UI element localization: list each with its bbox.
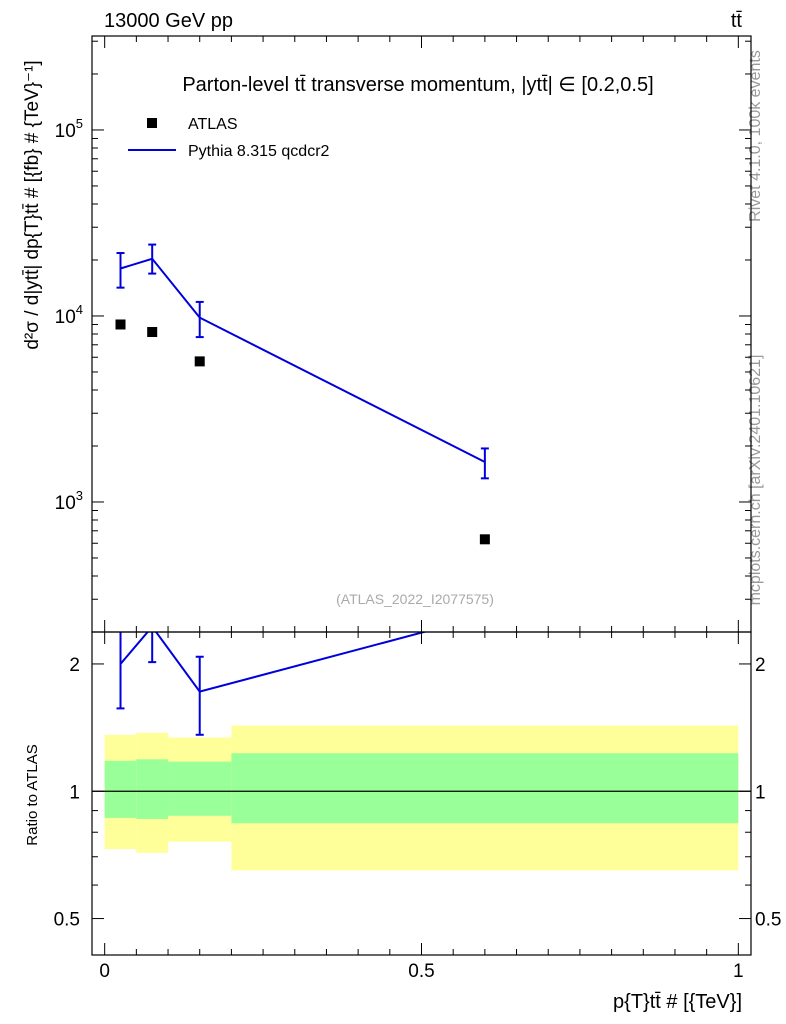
ratio-band-inner bbox=[136, 759, 169, 819]
x-tick-label: 0.5 bbox=[408, 961, 434, 982]
legend-label-atlas: ATLAS bbox=[188, 116, 238, 133]
data-point bbox=[479, 534, 490, 545]
legend-label-pythia: Pythia 8.315 qcdcr2 bbox=[188, 143, 330, 160]
ratio-band-inner bbox=[231, 753, 739, 824]
rivet-label: Rivet 4.1.0, 100k events bbox=[747, 50, 764, 222]
y-axis-label: d²σ / d|ytt̄| dp{T}tt̄ # [{fb} # {TeV}⁻¹… bbox=[22, 60, 43, 349]
legend: ATLAS Pythia 8.315 qcdcr2 bbox=[128, 116, 330, 160]
ratio-band-inner bbox=[168, 761, 232, 816]
ratio-mc-line bbox=[119, 632, 428, 693]
ratio-y-tick-label: 2 bbox=[69, 655, 80, 676]
y-tick-label: 104 bbox=[55, 302, 83, 328]
ratio-bands bbox=[104, 725, 739, 871]
y-tick-label: 103 bbox=[55, 488, 83, 514]
x-tick-label: 1 bbox=[733, 961, 744, 982]
y-tick-label: 105 bbox=[55, 116, 83, 142]
mc-line bbox=[120, 257, 486, 463]
data-point bbox=[147, 327, 158, 338]
ratio-plot-content bbox=[92, 632, 751, 792]
x-tick-label: 0 bbox=[99, 961, 110, 982]
legend-marker-atlas bbox=[147, 118, 157, 128]
ratio-y-tick-label-right: 2 bbox=[755, 655, 766, 676]
axis-ticks bbox=[92, 36, 751, 955]
ratio-y-tick-label-right: 0.5 bbox=[755, 910, 781, 931]
ratio-y-tick-label-right: 1 bbox=[755, 782, 766, 803]
tick-labels: 103 104 105 0.5 0.5 1 1 2 2 0 0.5 1 bbox=[54, 116, 782, 982]
chart-title: Parton-level tt̄ transverse momentum, |y… bbox=[182, 74, 653, 96]
ratio-y-tick-label: 0.5 bbox=[54, 910, 80, 931]
ratio-y-tick-label: 1 bbox=[69, 782, 80, 803]
header-energy: 13000 GeV pp bbox=[104, 10, 233, 32]
header-process: tt̄ bbox=[731, 10, 743, 32]
mcplots-label: mcplots.cern.ch [arXiv:2401.10621] bbox=[747, 355, 764, 606]
analysis-watermark: (ATLAS_2022_I2077575) bbox=[336, 591, 494, 607]
data-point bbox=[115, 319, 126, 330]
x-axis-label: p{T}tt̄ # [{TeV}] bbox=[613, 991, 742, 1013]
ratio-y-axis-label: Ratio to ATLAS bbox=[24, 744, 41, 845]
main-plot-content bbox=[115, 243, 490, 545]
data-point bbox=[194, 356, 205, 367]
ratio-band-inner bbox=[104, 760, 137, 818]
